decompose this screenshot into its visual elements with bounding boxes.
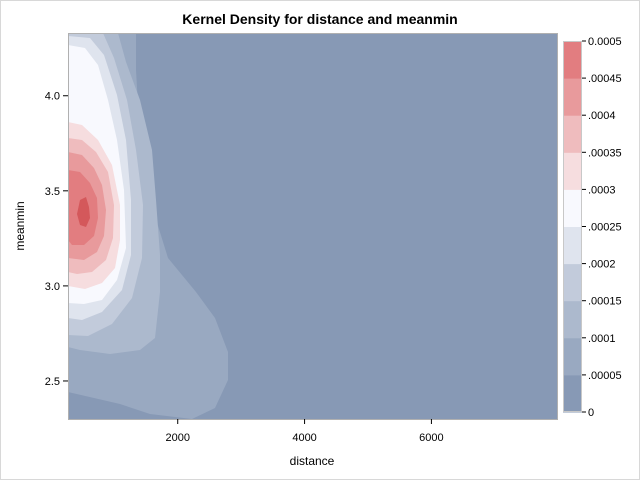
- chart-title: Kernel Density for distance and meanmin: [182, 11, 458, 27]
- legend-swatch: [563, 115, 582, 153]
- legend-label: .00015: [588, 296, 622, 308]
- legend-label: .00045: [588, 73, 622, 85]
- legend-label: .00035: [588, 147, 622, 159]
- y-tick-label: 3.0: [45, 281, 60, 293]
- legend-label: .0004: [588, 110, 616, 122]
- legend-label: 0.0005: [588, 36, 622, 48]
- x-tick-label: 6000: [419, 432, 443, 444]
- legend-swatch: [563, 152, 582, 190]
- legend-label: .00005: [588, 370, 622, 382]
- legend-label: .0002: [588, 259, 616, 271]
- contour-level-10: [77, 197, 90, 227]
- plot-area-border: [68, 33, 558, 420]
- y-axis: 2.5 3.0 3.5 4.0: [45, 91, 68, 388]
- y-tick-label: 3.5: [45, 186, 60, 198]
- y-tick-label: 4.0: [45, 91, 60, 103]
- legend-swatch: [563, 263, 582, 302]
- legend-swatch: [563, 41, 582, 79]
- legend-swatch: [563, 78, 582, 116]
- density-contours: [68, 33, 557, 419]
- x-tick-label: 2000: [165, 432, 189, 444]
- legend-label: .0003: [588, 184, 616, 196]
- x-tick-label: 4000: [292, 432, 316, 444]
- legend-label: 0: [588, 407, 594, 419]
- legend-label: .00025: [588, 222, 622, 234]
- legend-swatch: [563, 337, 582, 376]
- legend-swatch: [563, 374, 582, 413]
- y-tick-label: 2.5: [45, 376, 60, 388]
- x-axis-label: distance: [290, 454, 335, 468]
- legend-border: [563, 41, 582, 412]
- x-axis: 2000 4000 6000: [165, 419, 444, 444]
- legend-swatch: [563, 189, 582, 227]
- legend-swatch: [563, 300, 582, 339]
- y-axis-label: meanmin: [13, 201, 27, 250]
- legend-swatch: [563, 226, 582, 265]
- color-legend: 0 .00005 .0001 .00015 .0002 .00025 .0003 .00035…: [563, 36, 622, 419]
- legend-label: .0001: [588, 333, 616, 345]
